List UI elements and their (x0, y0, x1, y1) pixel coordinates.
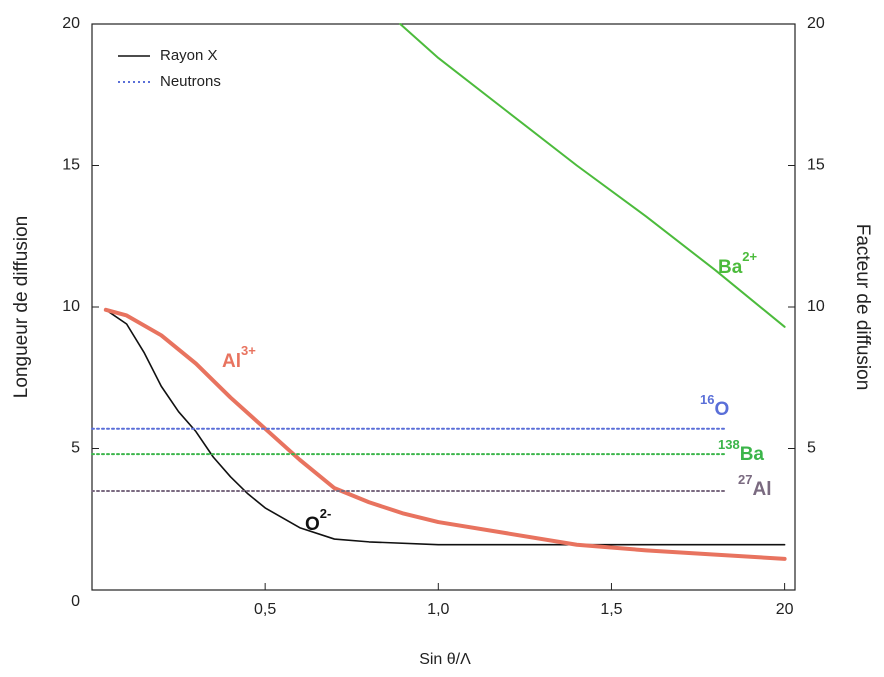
label-base: O (714, 399, 729, 420)
label-sup: 138 (718, 437, 740, 452)
label-base: Ba (740, 444, 765, 465)
series-line (105, 309, 786, 546)
x-tick-label: 0,5 (254, 601, 276, 618)
y-tick-label: 20 (62, 15, 80, 32)
x-tick-label: 20 (776, 601, 794, 618)
x-axis-label: Sin θ/Λ (419, 651, 471, 668)
label-sup: 3+ (241, 343, 256, 358)
y2-tick-label: 5 (807, 440, 816, 457)
y2-tick-label: 20 (807, 15, 825, 32)
y-tick-label: 0 (71, 593, 80, 610)
label-base: Al (222, 351, 241, 372)
label-sup: 2- (320, 506, 332, 521)
label-base: Al (752, 479, 771, 500)
y2-tick-label: 15 (807, 157, 825, 174)
x-tick-label: 1,5 (600, 601, 622, 618)
label-sup: 16 (700, 392, 714, 407)
series-label: O2- (305, 506, 331, 535)
series-label: 27Al (738, 472, 771, 500)
plot-frame (91, 23, 796, 591)
x-tick-label: 1,0 (427, 601, 449, 618)
legend-label: Neutrons (160, 73, 221, 90)
y2-axis-label: Facteur de diffusion (852, 224, 873, 391)
label-base: Ba (718, 257, 743, 278)
label-sup: 27 (738, 472, 752, 487)
legend-label: Rayon X (160, 47, 218, 64)
series-line (103, 307, 787, 561)
series-label: 138Ba (718, 437, 764, 465)
label-base: O (305, 514, 320, 535)
label-sup: 2+ (742, 249, 757, 264)
series-line (399, 23, 786, 328)
y-tick-label: 10 (62, 298, 80, 315)
y-tick-label: 5 (71, 440, 80, 457)
y2-tick-label: 10 (807, 298, 825, 315)
series-label: Ba2+ (718, 249, 758, 278)
series-label: 16O (700, 392, 729, 420)
y-tick-label: 15 (62, 157, 80, 174)
series-label: Al3+ (222, 343, 256, 372)
y-axis-label: Longueur de diffusion (11, 216, 32, 398)
